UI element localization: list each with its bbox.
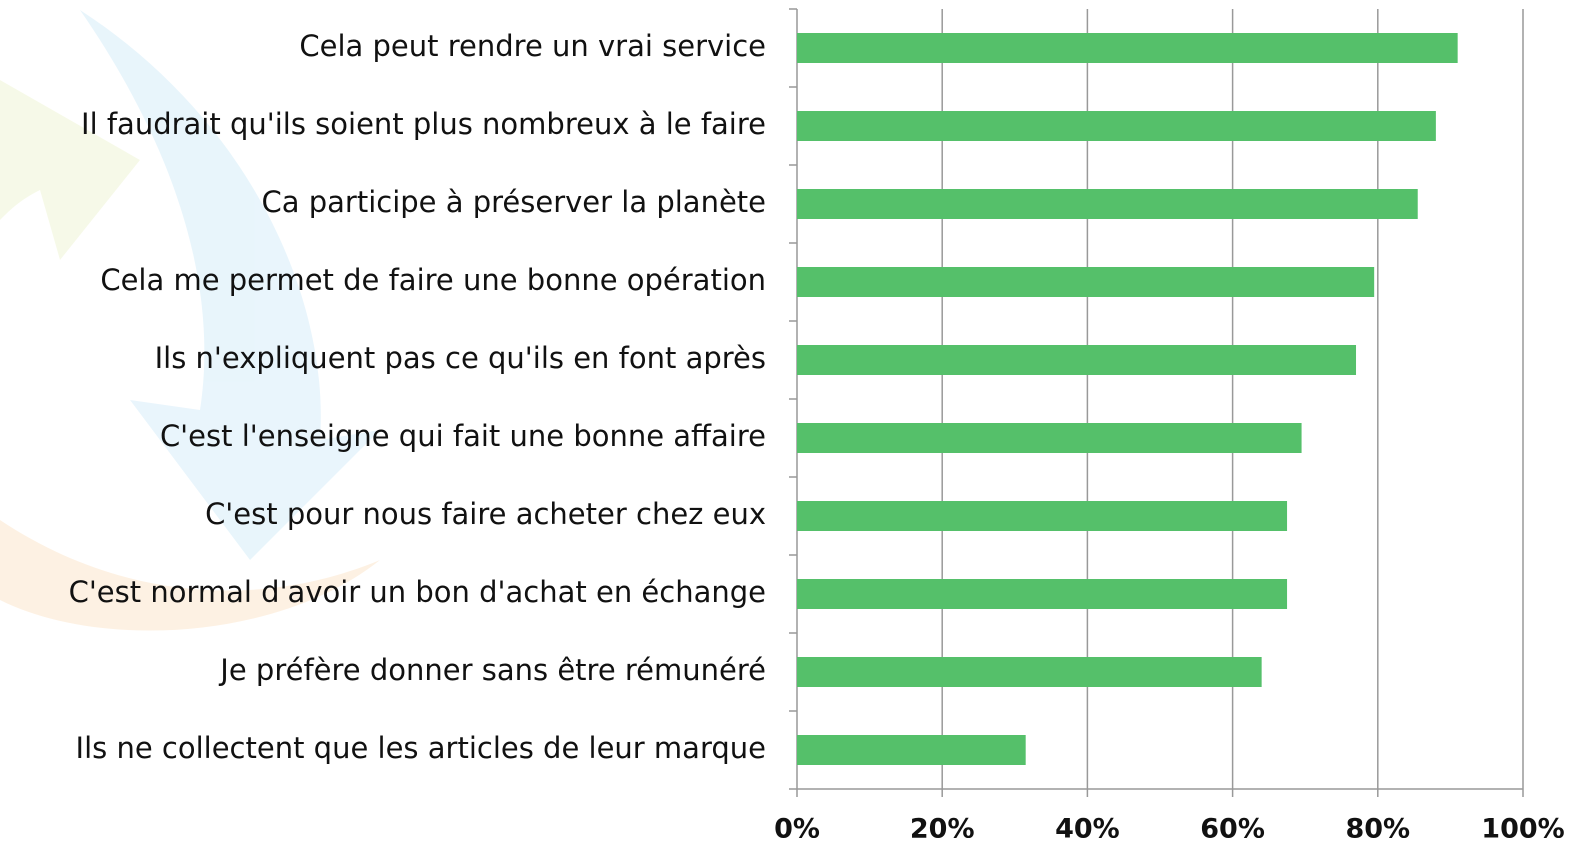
x-tick-label: 80% [1345, 814, 1410, 845]
x-tick-label: 40% [1055, 814, 1120, 845]
y-tick-label: Ca participe à préserver la planète [262, 185, 767, 219]
y-tick-label: C'est l'enseigne qui fait une bonne affa… [160, 419, 766, 453]
bar [797, 735, 1026, 765]
y-tick-label: Je préfère donner sans être rémunéré [218, 653, 766, 687]
x-tick-label: 60% [1200, 814, 1265, 845]
bar [797, 345, 1357, 375]
y-tick-label: Il faudrait qu'ils soient plus nombreux … [81, 107, 766, 141]
y-tick-label: Cela peut rendre un vrai service [299, 29, 766, 63]
bar [797, 33, 1458, 63]
bar [797, 579, 1288, 609]
bar [797, 657, 1262, 687]
x-tick-label: 100% [1481, 814, 1564, 845]
bar [797, 267, 1375, 297]
bar [797, 501, 1288, 531]
bar [797, 189, 1418, 219]
y-tick-label: Ils ne collectent que les articles de le… [76, 731, 766, 765]
y-tick-label: C'est normal d'avoir un bon d'achat en é… [69, 575, 766, 609]
bar [797, 111, 1436, 141]
background-decoration [0, 10, 380, 631]
bar [797, 423, 1302, 453]
x-tick-label: 20% [910, 814, 975, 845]
y-tick-label: C'est pour nous faire acheter chez eux [205, 497, 766, 531]
y-tick-label: Cela me permet de faire une bonne opérat… [100, 263, 766, 297]
x-tick-label: 0% [774, 814, 820, 845]
y-tick-label: Ils n'expliquent pas ce qu'ils en font a… [155, 341, 766, 375]
